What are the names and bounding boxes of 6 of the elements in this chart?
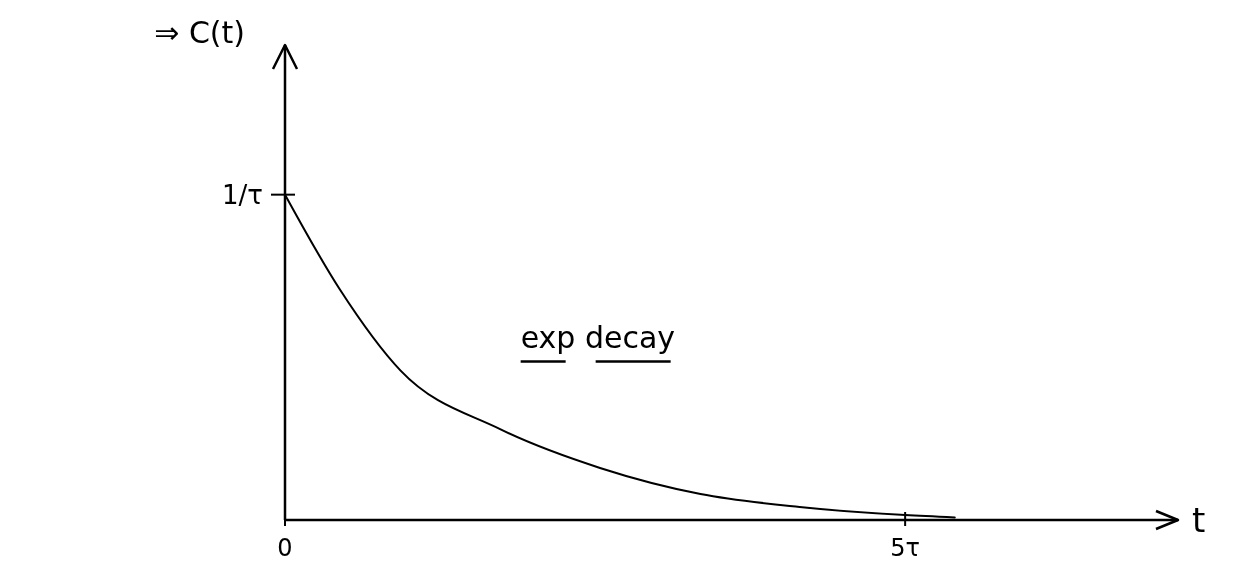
x-tick-label: 5τ <box>890 534 920 562</box>
y-axis-title: ⇒ C(t) <box>154 15 245 50</box>
text: 1/τ <box>222 179 263 210</box>
x-tick-label: 0 <box>277 534 293 562</box>
x-axis-title: t <box>1192 500 1206 540</box>
annotation: exp decay <box>520 319 676 355</box>
